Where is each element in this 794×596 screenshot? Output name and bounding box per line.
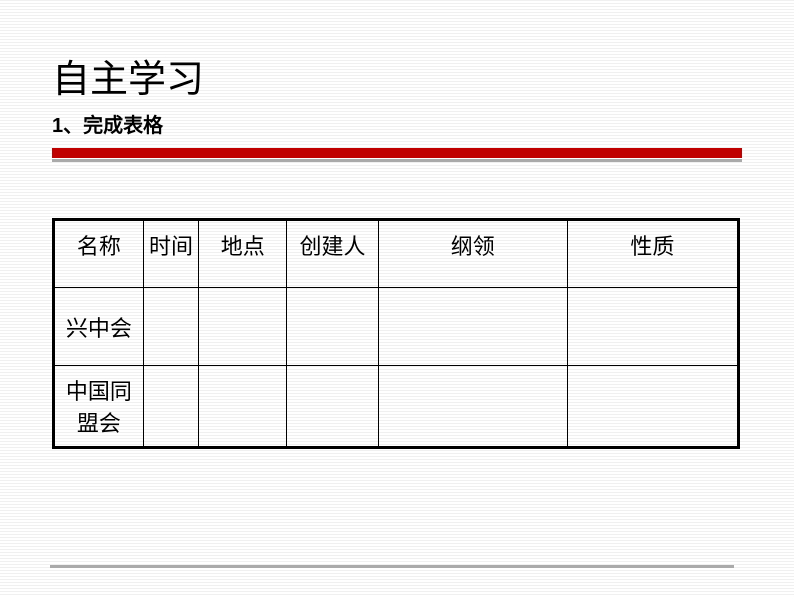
red-divider-bar [52, 148, 742, 158]
col-header-program: 纲领 [378, 220, 567, 288]
cell-name: 兴中会 [54, 288, 144, 366]
table-row: 兴中会 [54, 288, 739, 366]
col-header-time: 时间 [143, 220, 199, 288]
cell-place [199, 288, 287, 366]
cell-time [143, 288, 199, 366]
cell-nature [567, 288, 738, 366]
table-row: 中国同盟会 [54, 366, 739, 448]
col-header-nature: 性质 [567, 220, 738, 288]
page-subtitle: 1、完成表格 [52, 109, 742, 138]
cell-founder [287, 288, 379, 366]
cell-time [143, 366, 199, 448]
cell-program [378, 366, 567, 448]
study-table: 名称 时间 地点 创建人 纲领 性质 兴中会 中国同盟会 [52, 218, 740, 449]
gray-divider-line [52, 159, 742, 162]
cell-name: 中国同盟会 [54, 366, 144, 448]
col-header-founder: 创建人 [287, 220, 379, 288]
col-header-place: 地点 [199, 220, 287, 288]
cell-founder [287, 366, 379, 448]
cell-nature [567, 366, 738, 448]
cell-program [378, 288, 567, 366]
col-header-name: 名称 [54, 220, 144, 288]
page-title: 自主学习 [52, 48, 742, 103]
cell-place [199, 366, 287, 448]
bottom-divider-line [50, 565, 734, 568]
table-header-row: 名称 时间 地点 创建人 纲领 性质 [54, 220, 739, 288]
